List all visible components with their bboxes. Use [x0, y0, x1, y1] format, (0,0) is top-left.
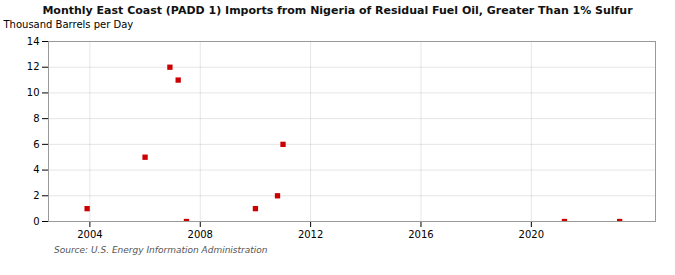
- svg-text:12: 12: [27, 61, 40, 72]
- svg-text:0: 0: [33, 216, 39, 227]
- svg-text:2008: 2008: [188, 229, 213, 240]
- svg-text:2: 2: [33, 190, 39, 201]
- svg-text:2004: 2004: [77, 229, 102, 240]
- svg-text:2012: 2012: [298, 229, 323, 240]
- svg-text:6: 6: [33, 139, 39, 150]
- svg-text:2020: 2020: [519, 229, 544, 240]
- html-text:Source: U.S. Energy Informatio: Source: U.S. Energy Information Administ…: [54, 245, 268, 255]
- html-text:Monthly East Coast (PADD 1) Im: Monthly East Coast (PADD 1) Imports from…: [42, 4, 633, 17]
- svg-text:Thousand Barrels per Day: Thousand Barrels per Day: [3, 19, 134, 30]
- svg-text:4: 4: [33, 164, 39, 175]
- svg-text:10: 10: [27, 87, 40, 98]
- svg-text:14: 14: [27, 36, 40, 47]
- svg-text:2016: 2016: [408, 229, 433, 240]
- svg-text:8: 8: [33, 113, 39, 124]
